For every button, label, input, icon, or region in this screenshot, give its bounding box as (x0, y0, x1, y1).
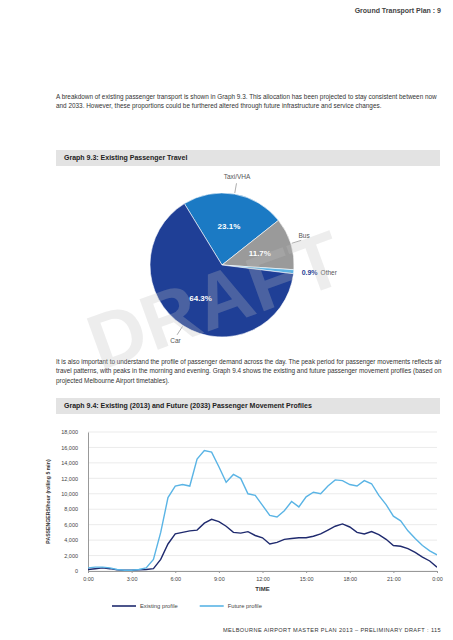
grid (88, 432, 437, 571)
tick-label: 6:00 (170, 576, 181, 582)
grid-line (88, 509, 437, 510)
tick-label: 12:00 (256, 576, 270, 582)
tick-mark (175, 571, 176, 573)
page-footer: MELBOURNE AIRPORT MASTER PLAN 2013 – PRE… (223, 627, 441, 633)
tick-label: 0:00 (83, 576, 94, 582)
x-axis: 0:00 3:00 6:00 9:00 12:00 15:00 18:00 21:00 0:00 (83, 571, 443, 582)
chart-title: Graph 9.4: Existing (2013) and Future (2… (56, 398, 440, 414)
tick-mark (88, 571, 89, 573)
tick-label: 14,000 (61, 460, 78, 466)
page-header: Ground Transport Plan : 9 (355, 7, 441, 14)
tick: 15:00 (300, 571, 314, 582)
y-axis-title: PASSENGERS/hour (rolling 5 min) (45, 459, 51, 544)
grid-line (88, 462, 437, 463)
tick: 10,000 (61, 491, 88, 497)
chart-title: Graph 9.3: Existing Passenger Travel (56, 150, 440, 166)
axis-line (88, 433, 89, 572)
line-chart: 0 2,000 4,000 6,000 8,000 10,000 12,000 14,000 1… (45, 429, 443, 609)
tick-label: 16,000 (61, 445, 78, 451)
tick-mark (263, 571, 264, 573)
grid-line (88, 432, 437, 433)
tick: 18:00 (343, 571, 357, 582)
tick: 0:00 (83, 571, 94, 582)
grid-line (88, 478, 437, 479)
grid-line (88, 555, 437, 556)
series-line (88, 451, 437, 571)
plot-marks (88, 451, 437, 571)
data-label: 23.1% (218, 222, 241, 231)
tick: 16,000 (61, 445, 88, 451)
tick-label: 3:00 (127, 576, 138, 582)
grid-line (88, 540, 437, 541)
tick-mark (306, 571, 307, 573)
tick-label: 18,000 (61, 429, 78, 435)
tick-label: 15:00 (300, 576, 314, 582)
watermark: DRAFT (76, 214, 354, 387)
tick: 0:00 (432, 571, 443, 582)
tick-label: 18:00 (343, 576, 357, 582)
tick: 6,000 (64, 522, 88, 528)
grid-line (88, 447, 437, 448)
tick-label: 0 (75, 568, 78, 574)
canvas: 23.1%Taxi/VHA11.7%Bus0.9%Other64.3%CarDR… (0, 0, 453, 640)
tick: 12,000 (61, 476, 88, 482)
tick: 12:00 (256, 571, 270, 582)
tick-label: 0:00 (432, 576, 443, 582)
legend-label: Existing profile (140, 603, 178, 609)
tick-label: 2,000 (64, 553, 78, 559)
legend-swatch (200, 605, 224, 607)
tick-label: 8,000 (64, 506, 78, 512)
tick-mark (132, 571, 133, 573)
grid-line (88, 493, 437, 494)
paragraph: A breakdown of existing passenger transp… (56, 92, 442, 111)
tick: 18,000 (61, 429, 88, 435)
tick: 9:00 (214, 571, 225, 582)
tick: 2,000 (64, 553, 88, 559)
tick: 0 (75, 568, 88, 574)
tick: 14,000 (61, 460, 88, 466)
tick: 4,000 (64, 537, 88, 543)
tick-mark (437, 571, 438, 573)
grid-line (88, 524, 437, 525)
tick: 21:00 (387, 571, 401, 582)
axis-line (89, 572, 438, 574)
legend-label: Future profile (228, 603, 262, 609)
tick: 8,000 (64, 506, 88, 512)
tick-label: 4,000 (64, 537, 78, 543)
y-axis: 0 2,000 4,000 6,000 8,000 10,000 12,000 14,000 1… (61, 429, 88, 574)
tick: 6:00 (170, 571, 181, 582)
tick-label: 10,000 (61, 491, 78, 497)
tick-label: 6,000 (64, 522, 78, 528)
tick-mark (350, 571, 351, 573)
tick: 3:00 (127, 571, 138, 582)
tick-label: 12,000 (61, 476, 78, 482)
x-axis-title: TIME (255, 586, 269, 592)
tick-label: 9:00 (214, 576, 225, 582)
tick-mark (393, 571, 394, 573)
tick-label: 21:00 (387, 576, 401, 582)
page: Ground Transport Plan : 9 A breakdown of … (0, 0, 453, 640)
tick-mark (219, 571, 220, 573)
leader-line (235, 183, 237, 193)
legend-swatch (112, 605, 136, 607)
series-line (88, 519, 437, 570)
category-label: Taxi/VHA (224, 173, 251, 180)
legend: Existing profile Future profile (112, 603, 262, 609)
